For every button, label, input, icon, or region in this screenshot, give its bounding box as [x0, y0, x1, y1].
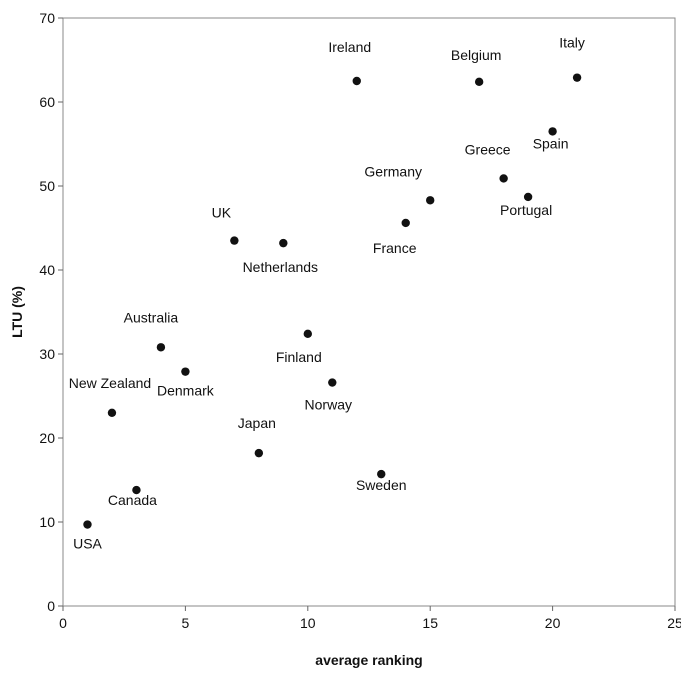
- data-label: USA: [73, 536, 102, 552]
- y-tick-label: 60: [39, 94, 55, 110]
- data-points: [83, 73, 582, 529]
- y-tick-label: 0: [47, 598, 55, 614]
- y-tick-label: 70: [39, 10, 55, 26]
- data-point: [474, 77, 484, 87]
- data-label: Norway: [305, 397, 352, 413]
- data-label: France: [373, 240, 417, 256]
- x-tick-label: 15: [422, 615, 438, 631]
- data-label: Portugal: [500, 202, 552, 218]
- data-labels: USA New Zealand Canada Australia Denmark UK Ja…: [69, 35, 585, 552]
- data-point: [523, 192, 533, 202]
- data-label: Italy: [559, 35, 585, 51]
- data-label: Sweden: [356, 477, 407, 493]
- x-axis-title: average ranking: [315, 652, 422, 668]
- data-label: Japan: [238, 415, 276, 431]
- data-label: Denmark: [157, 383, 215, 399]
- data-point: [230, 236, 239, 245]
- data-label: Finland: [276, 349, 322, 365]
- data-label: Netherlands: [243, 259, 319, 275]
- data-point: [426, 196, 435, 205]
- plot-area: [62, 17, 676, 607]
- data-label: Canada: [108, 492, 157, 508]
- data-point: [132, 485, 141, 495]
- data-point: [499, 174, 508, 183]
- data-label: Ireland: [328, 39, 371, 55]
- data-label: UK: [212, 205, 232, 221]
- data-label: Spain: [533, 135, 569, 151]
- data-point: [548, 127, 557, 136]
- x-tick-label: 0: [59, 615, 67, 631]
- data-point: [156, 343, 166, 352]
- data-point: [279, 238, 288, 248]
- data-label: Belgium: [451, 47, 502, 63]
- data-point: [401, 218, 410, 228]
- data-label: New Zealand: [69, 375, 152, 391]
- data-point: [254, 448, 264, 458]
- y-axis-title: LTU (%): [9, 286, 25, 338]
- y-tick-label: 10: [39, 514, 55, 530]
- x-tick-label: 20: [545, 615, 561, 631]
- data-label: Australia: [124, 309, 179, 325]
- y-tick-label: 20: [39, 430, 55, 446]
- data-point: [107, 408, 117, 417]
- y-tick-label: 30: [39, 346, 55, 362]
- data-label: Germany: [364, 163, 422, 179]
- data-point: [377, 469, 386, 479]
- y-axis-ticks: 0 10 20 30 40 50 60 70: [39, 10, 63, 614]
- x-tick-label: 10: [300, 615, 316, 631]
- data-point: [572, 73, 582, 82]
- data-point: [328, 378, 337, 387]
- y-tick-label: 40: [39, 262, 55, 278]
- data-label: Greece: [465, 141, 511, 157]
- data-point: [83, 520, 92, 529]
- data-point: [352, 76, 361, 86]
- data-point: [181, 367, 190, 376]
- x-tick-label: 25: [667, 615, 681, 631]
- data-point: [303, 329, 312, 339]
- x-tick-label: 5: [182, 615, 190, 631]
- y-tick-label: 50: [39, 178, 55, 194]
- x-axis-ticks: 0 5 10 15 20 25: [59, 606, 681, 631]
